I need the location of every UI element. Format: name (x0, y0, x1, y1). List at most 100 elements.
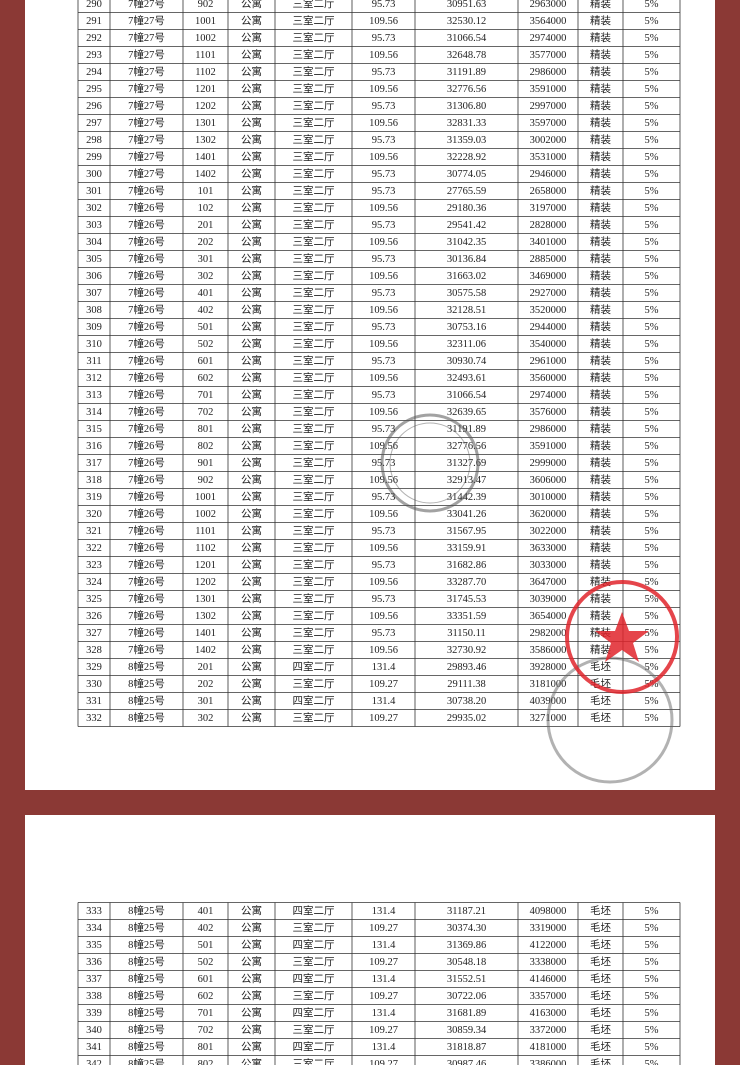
table-cell: 802 (198, 441, 214, 452)
table-cell: 33159.91 (447, 543, 486, 554)
table-cell: 精装 (590, 337, 611, 350)
table-cell: 320 (86, 509, 102, 520)
table-cell: 7幢26号 (128, 643, 165, 656)
table-cell: 102 (198, 203, 214, 214)
table-cell: 318 (86, 475, 102, 486)
table-cell: 精装 (590, 269, 611, 282)
table-cell: 5% (645, 0, 659, 10)
table-cell: 3181000 (530, 679, 567, 690)
table-cell: 三室二厅 (293, 150, 335, 163)
table-cell: 7幢26号 (128, 507, 165, 520)
table-cell: 307 (86, 288, 102, 299)
table-cell: 7幢26号 (128, 558, 165, 571)
table-cell: 三室二厅 (293, 252, 335, 265)
table-cell: 5% (645, 713, 659, 724)
table-cell: 3033000 (530, 560, 567, 571)
table-cell: 5% (645, 288, 659, 299)
table-cell: 8幢25号 (128, 660, 165, 673)
table-cell: 3469000 (530, 271, 567, 282)
table-cell: 32648.78 (447, 50, 486, 61)
table-cell: 三室二厅 (293, 167, 335, 180)
table-cell: 3338000 (530, 957, 567, 968)
table-cell: 31066.54 (447, 390, 487, 401)
table-cell: 8幢25号 (128, 955, 165, 968)
table-cell: 公寓 (241, 439, 262, 452)
table-cell: 公寓 (241, 660, 262, 673)
table-cell: 401 (198, 906, 214, 917)
table-cell: 精装 (590, 439, 611, 452)
table-cell: 1402 (195, 169, 216, 180)
table-cell: 公寓 (241, 99, 262, 112)
table-cell: 毛坯 (590, 905, 611, 917)
table-cell: 3928000 (530, 662, 567, 673)
table-cell: 精装 (590, 0, 611, 10)
table-cell: 公寓 (241, 541, 262, 554)
table-cell: 三室二厅 (293, 955, 335, 968)
table-cell: 三室二厅 (293, 626, 335, 639)
table-cell: 5% (645, 1059, 659, 1065)
table-cell: 7幢26号 (128, 524, 165, 537)
table-cell: 30575.58 (447, 288, 486, 299)
table-cell: 1101 (195, 50, 216, 61)
table-cell: 7幢26号 (128, 473, 165, 486)
table-cell: 7幢26号 (128, 422, 165, 435)
table-cell: 四室二厅 (293, 1040, 335, 1053)
table-cell: 精装 (590, 167, 611, 180)
table-cell: 毛坯 (590, 1058, 611, 1065)
table-cell: 3647000 (530, 577, 567, 588)
table-cell: 公寓 (241, 371, 262, 384)
table-cell: 7幢27号 (128, 0, 165, 10)
table-cell: 精装 (590, 14, 611, 27)
seal-stamp-inner (389, 422, 471, 504)
table-cell: 601 (198, 356, 214, 367)
table-cell: 7幢26号 (128, 218, 165, 231)
table-cell: 5% (645, 50, 659, 61)
table-cell: 31552.51 (447, 974, 486, 985)
table-cell: 3576000 (530, 407, 567, 418)
table-cell: 131.4 (372, 940, 396, 951)
table-cell: 3654000 (530, 611, 567, 622)
table-cell: 7幢26号 (128, 354, 165, 367)
table-cell: 精装 (590, 150, 611, 163)
table-cell: 三室二厅 (293, 575, 335, 588)
table-cell: 公寓 (241, 116, 262, 129)
table-cell: 8幢25号 (128, 921, 165, 934)
table-cell: 5% (645, 33, 659, 44)
table-cell: 7幢27号 (128, 82, 165, 95)
table-cell: 四室二厅 (293, 904, 335, 917)
table-cell: 291 (86, 16, 102, 27)
table-cell: 1302 (195, 611, 216, 622)
table-cell: 三室二厅 (293, 558, 335, 571)
table-cell: 5% (645, 135, 659, 146)
table-cell: 公寓 (241, 1040, 262, 1053)
table-cell: 精装 (590, 609, 611, 622)
table-cell: 三室二厅 (293, 989, 335, 1002)
table-cell: 95.73 (372, 492, 396, 503)
table-cell: 5% (645, 509, 659, 520)
table-cell: 308 (86, 305, 102, 316)
table-cell: 109.56 (369, 152, 398, 163)
table-cell: 109.27 (369, 713, 398, 724)
table-cell: 7幢26号 (128, 405, 165, 418)
table-cell: 精装 (590, 235, 611, 248)
table-cell: 309 (86, 322, 102, 333)
table-cell: 公寓 (241, 456, 262, 469)
table-cell: 31818.87 (447, 1042, 486, 1053)
table-cell: 5% (645, 203, 659, 214)
table-cell: 7幢27号 (128, 150, 165, 163)
table-cell: 310 (86, 339, 102, 350)
table-cell: 公寓 (241, 133, 262, 146)
table-cell: 334 (86, 923, 103, 934)
table-cell: 341 (86, 1042, 102, 1053)
table-cell: 302 (198, 271, 214, 282)
table-cell: 95.73 (372, 424, 396, 435)
table-cell: 公寓 (241, 575, 262, 588)
table-cell: 293 (86, 50, 102, 61)
table-cell: 公寓 (241, 405, 262, 418)
table-cell: 95.73 (372, 101, 396, 112)
table-cell: 5% (645, 594, 659, 605)
table-cell: 201 (198, 220, 214, 231)
table-cell: 7幢26号 (128, 541, 165, 554)
table-cell: 131.4 (372, 974, 396, 985)
table-cell: 95.73 (372, 390, 396, 401)
